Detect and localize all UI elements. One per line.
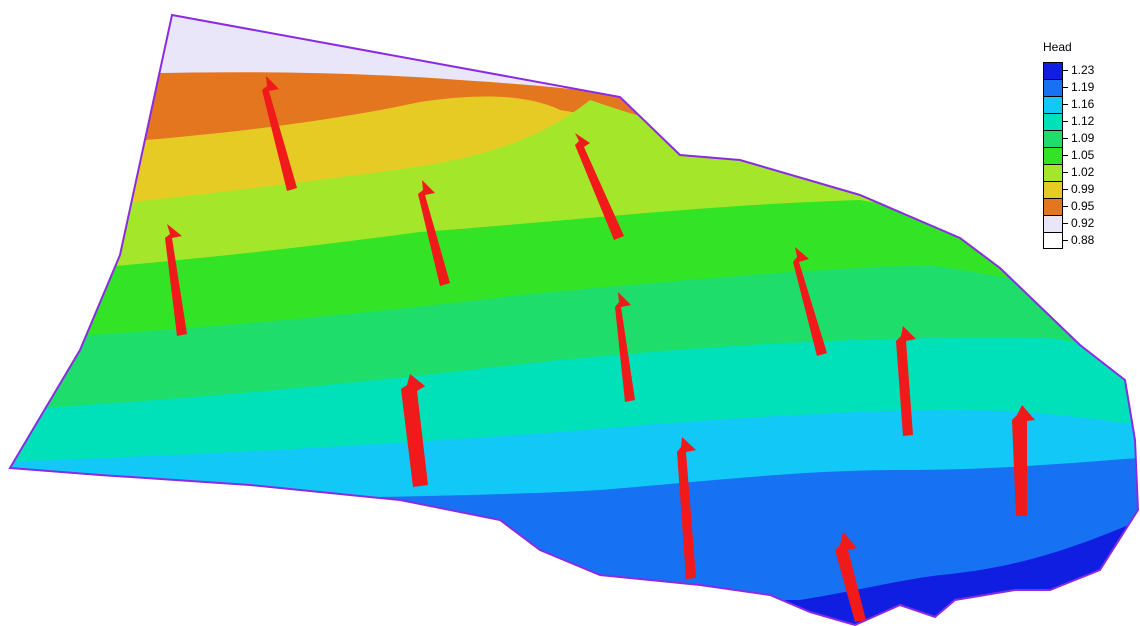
flow-arrow bbox=[575, 133, 624, 240]
legend-item: 1.05 bbox=[1043, 147, 1133, 164]
legend-swatch bbox=[1043, 198, 1063, 215]
legend-item: 0.88 bbox=[1043, 232, 1133, 249]
legend-tick bbox=[1063, 172, 1068, 173]
legend-item: 1.12 bbox=[1043, 113, 1133, 130]
legend-swatch bbox=[1043, 232, 1063, 249]
flow-arrow bbox=[418, 180, 450, 286]
legend-tick bbox=[1063, 206, 1068, 207]
legend-item: 1.23 bbox=[1043, 62, 1133, 79]
legend-tick bbox=[1063, 104, 1068, 105]
legend-label: 1.19 bbox=[1071, 80, 1095, 94]
flow-arrows bbox=[165, 76, 1035, 622]
legend-swatch bbox=[1043, 113, 1063, 130]
legend-tick bbox=[1063, 189, 1068, 190]
flow-arrow bbox=[793, 247, 827, 356]
legend-swatch bbox=[1043, 147, 1063, 164]
legend-item: 1.16 bbox=[1043, 96, 1133, 113]
legend-item: 1.19 bbox=[1043, 79, 1133, 96]
legend-tick bbox=[1063, 87, 1068, 88]
flow-arrow bbox=[835, 532, 866, 622]
legend-tick bbox=[1063, 138, 1068, 139]
legend-tick bbox=[1063, 121, 1068, 122]
legend-label: 1.09 bbox=[1071, 131, 1095, 145]
legend-item: 1.02 bbox=[1043, 164, 1133, 181]
legend-item: 0.99 bbox=[1043, 181, 1133, 198]
legend-item: 1.09 bbox=[1043, 130, 1133, 147]
legend-item: 0.92 bbox=[1043, 215, 1133, 232]
legend-swatch bbox=[1043, 181, 1063, 198]
legend-swatch bbox=[1043, 96, 1063, 113]
legend-label: 1.12 bbox=[1071, 114, 1095, 128]
legend-swatch bbox=[1043, 62, 1063, 79]
flow-arrow bbox=[615, 292, 635, 402]
legend-label: 1.16 bbox=[1071, 97, 1095, 111]
flow-arrow bbox=[262, 76, 297, 191]
legend-tick bbox=[1063, 223, 1068, 224]
flow-arrow bbox=[896, 326, 916, 436]
legend-swatch bbox=[1043, 130, 1063, 147]
legend-label: 1.23 bbox=[1071, 63, 1095, 77]
legend-label: 1.05 bbox=[1071, 148, 1095, 162]
legend-swatch bbox=[1043, 215, 1063, 232]
legend-tick bbox=[1063, 155, 1068, 156]
flow-arrow bbox=[401, 374, 428, 487]
legend-label: 0.88 bbox=[1071, 233, 1095, 247]
legend-item: 0.95 bbox=[1043, 198, 1133, 215]
legend-tick bbox=[1063, 240, 1068, 241]
legend-label: 0.99 bbox=[1071, 182, 1095, 196]
legend-swatch bbox=[1043, 79, 1063, 96]
legend-swatch bbox=[1043, 164, 1063, 181]
legend-label: 0.95 bbox=[1071, 199, 1095, 213]
flow-arrow bbox=[677, 437, 696, 579]
flow-arrow bbox=[1012, 405, 1035, 516]
domain-boundary bbox=[8, 13, 1140, 626]
legend-title: Head bbox=[1043, 40, 1072, 54]
legend-label: 1.02 bbox=[1071, 165, 1095, 179]
flow-arrow bbox=[165, 224, 187, 336]
legend-label: 0.92 bbox=[1071, 216, 1095, 230]
legend-tick bbox=[1063, 70, 1068, 71]
